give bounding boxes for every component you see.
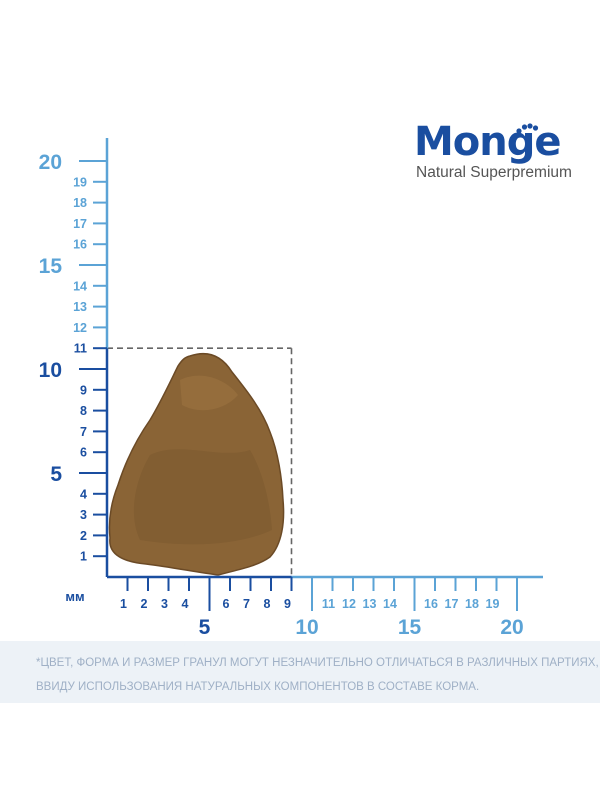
y-label-2: 2 <box>80 529 87 543</box>
x-label-3: 3 <box>161 597 168 611</box>
y-label-12: 12 <box>73 321 87 335</box>
x-label-19: 19 <box>486 597 500 611</box>
y-label-3: 3 <box>80 508 87 522</box>
disclaimer-line-1: *Цвет, форма и размер гранул могут незна… <box>36 657 599 669</box>
x-label-14: 14 <box>383 597 397 611</box>
x-label-20: 20 <box>500 616 523 639</box>
x-label-17: 17 <box>445 597 459 611</box>
x-label-9: 9 <box>284 597 291 611</box>
y-label-9: 9 <box>80 383 87 397</box>
y-label-20: 20 <box>39 151 62 174</box>
kibble-shade <box>133 449 272 545</box>
x-label-13: 13 <box>363 597 377 611</box>
y-label-18: 18 <box>73 196 87 210</box>
y-label-19: 19 <box>73 175 87 189</box>
y-label-6: 6 <box>80 446 87 460</box>
x-label-1: 1 <box>120 597 127 611</box>
x-label-10: 10 <box>295 616 318 639</box>
kibble <box>108 352 285 576</box>
x-label-11: 11 <box>322 597 335 611</box>
y-label-16: 16 <box>73 238 87 252</box>
y-label-11: 11 <box>74 342 87 356</box>
x-label-5: 5 <box>199 616 211 639</box>
x-label-18: 18 <box>465 597 479 611</box>
y-label-5: 5 <box>50 463 62 486</box>
y-label-14: 14 <box>73 279 87 293</box>
y-label-17: 17 <box>73 217 87 231</box>
y-label-4: 4 <box>80 487 87 501</box>
x-label-7: 7 <box>243 597 250 611</box>
y-label-7: 7 <box>80 425 87 439</box>
brand-logo: Monge Natural Superpremium <box>414 118 584 188</box>
x-label-16: 16 <box>424 597 438 611</box>
unit-label: мм <box>65 589 84 604</box>
crown-icon <box>516 123 539 134</box>
x-label-4: 4 <box>182 597 189 611</box>
y-label-10: 10 <box>39 359 62 382</box>
y-label-8: 8 <box>80 404 87 418</box>
kibble-highlight <box>180 375 238 411</box>
x-label-2: 2 <box>141 597 148 611</box>
disclaimer-band <box>0 641 600 703</box>
y-label-1: 1 <box>80 550 87 564</box>
x-label-6: 6 <box>223 597 230 611</box>
x-label-12: 12 <box>342 597 356 611</box>
y-label-13: 13 <box>73 300 87 314</box>
x-label-15: 15 <box>398 616 422 639</box>
brand-tagline: Natural Superpremium <box>416 164 572 181</box>
y-label-15: 15 <box>39 255 63 278</box>
disclaimer: *Цвет, форма и размер гранул могут незна… <box>36 651 599 699</box>
x-label-8: 8 <box>264 597 271 611</box>
disclaimer-line-2: ввиду использования натуральных компонен… <box>36 681 480 693</box>
